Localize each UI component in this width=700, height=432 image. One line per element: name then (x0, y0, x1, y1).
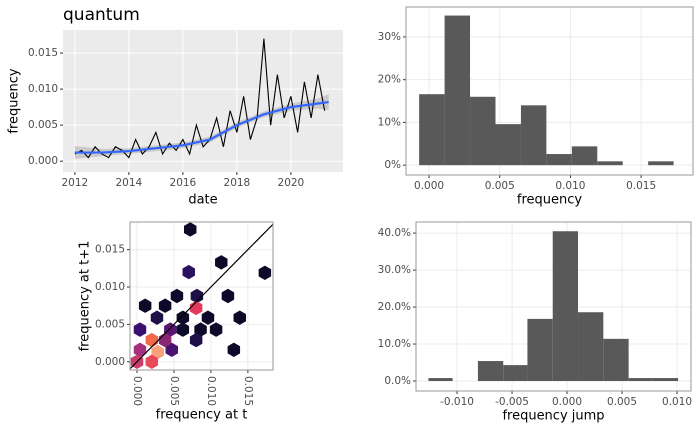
x-tick-label: 0.000 (131, 376, 143, 406)
panel-border (405, 6, 694, 176)
panel-border (415, 221, 692, 392)
hexagon (176, 310, 190, 325)
hexagon (227, 342, 241, 358)
plot-area (130, 222, 273, 370)
y-tick-label: 0.000 (28, 155, 58, 167)
panel-border (129, 221, 274, 371)
x-tick-label: 2014 (116, 177, 143, 189)
hexagon (164, 322, 177, 337)
x-tick-label: 0.010 (205, 376, 217, 406)
x-tick-label: 0.005 (485, 180, 515, 192)
hexagon (190, 288, 204, 304)
bar (470, 96, 496, 166)
hexagon (158, 298, 172, 313)
bar (477, 361, 504, 382)
bar (648, 161, 674, 166)
x-tick-label: -0.005 (495, 396, 529, 408)
hexagon (215, 255, 228, 270)
x-tick-label: 0.015 (626, 180, 656, 192)
y-tick-label: 10% (378, 116, 401, 128)
x-tick-label: 0.015 (242, 376, 254, 406)
hexagon (150, 310, 164, 325)
hexagon (258, 265, 272, 281)
panel (63, 30, 343, 172)
hexagon (182, 264, 195, 280)
bar (444, 15, 471, 166)
x-tick-label: -0.010 (440, 396, 474, 408)
y-tick-label: 0.010 (95, 281, 125, 293)
hexagon (233, 310, 246, 325)
bar (597, 161, 623, 166)
y-tick-label: 0.0% (384, 375, 411, 387)
bar (428, 378, 453, 382)
bar (628, 378, 653, 382)
y-tick-label: 10.0% (378, 338, 411, 350)
hexagon (176, 322, 190, 337)
y-tick-label: 20% (378, 74, 401, 86)
x-axis-title: frequency jump (502, 409, 604, 424)
hexagon (194, 322, 207, 337)
hexagon (189, 332, 203, 348)
y-tick-label: 0.015 (95, 244, 125, 256)
hexagon (133, 322, 147, 337)
y-tick-label: 0.015 (28, 47, 58, 59)
bar (503, 365, 528, 382)
bar (603, 338, 629, 382)
y-tick-label: 20.0% (378, 301, 411, 313)
hexagon (201, 310, 215, 325)
x-tick-label: 0.005 (168, 376, 180, 406)
data-line (74, 38, 326, 159)
hexagon (165, 342, 178, 358)
y-tick-label: 0.005 (28, 119, 58, 131)
hexagon (133, 342, 147, 358)
plot-area (74, 38, 329, 160)
y-tick-label: 40.0% (378, 227, 411, 239)
bar (419, 94, 445, 166)
x-tick-label: 0.005 (607, 396, 637, 408)
hexagon (151, 344, 164, 360)
y-tick-label: 30% (378, 31, 401, 43)
y-tick-label: 0.005 (95, 318, 125, 330)
bar (578, 312, 604, 382)
bar (520, 105, 547, 166)
x-axis-title: frequency (517, 193, 583, 208)
hexagon (138, 298, 152, 313)
bar (546, 154, 572, 166)
plot-area (428, 231, 679, 382)
y-tick-label: 0.000 (95, 356, 125, 368)
bar (552, 231, 579, 382)
x-axis-title: date (188, 193, 217, 208)
bar (527, 318, 553, 382)
x-tick-label: 0.010 (555, 180, 585, 192)
y-axis-title: frequency at t+1 (78, 241, 93, 352)
x-tick-label: 0.010 (662, 396, 692, 408)
x-tick-label: 0.000 (414, 180, 444, 192)
smooth-line (74, 100, 329, 154)
chart-title: quantum (63, 5, 140, 25)
x-tick-label: 2018 (224, 177, 251, 189)
hexagon (221, 288, 235, 304)
reference-line (130, 223, 273, 370)
x-tick-label: 2012 (62, 177, 89, 189)
plot-area (419, 15, 674, 166)
bar (495, 124, 521, 166)
y-tick-label: 0% (384, 159, 401, 171)
y-tick-label: 0.010 (28, 83, 58, 95)
y-tick-label: 30.0% (378, 264, 411, 276)
x-tick-label: 0.000 (552, 396, 582, 408)
x-axis-title: frequency at t (156, 408, 248, 423)
hexagon (170, 288, 184, 304)
hexagon (145, 354, 159, 369)
bar (652, 378, 679, 382)
bar (571, 146, 598, 166)
x-tick-label: 2020 (278, 177, 305, 189)
x-tick-label: 2016 (170, 177, 197, 189)
hexagon (183, 222, 197, 237)
y-axis-title: frequency (7, 68, 22, 134)
hexagon (209, 322, 223, 337)
